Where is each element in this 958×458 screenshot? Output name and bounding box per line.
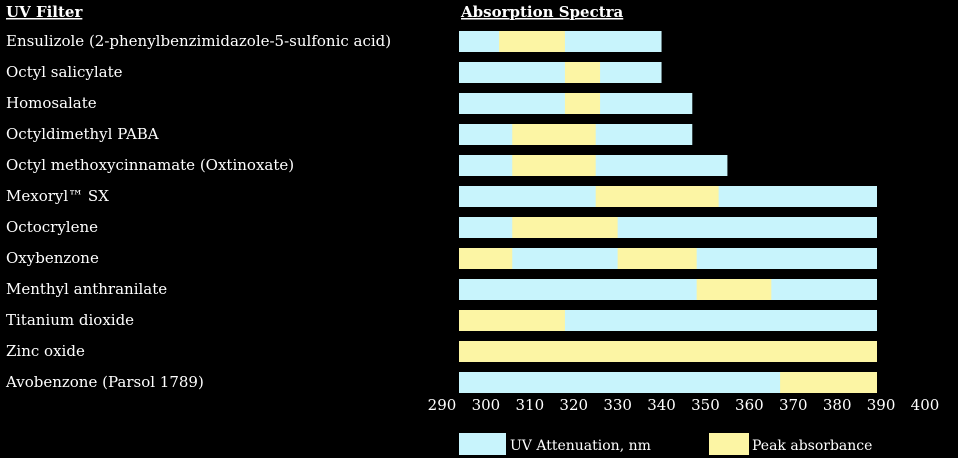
peak-absorbance-bar [564,62,601,83]
peak-absorbance-bar [459,310,565,331]
row-4: Octyl methoxycinnamate (Oxtinoxate) [6,155,728,176]
x-tick-label: 340 [647,396,676,414]
peak-absorbance-bar [512,124,596,145]
row-3: Octyldimethyl PABA [6,124,693,145]
legend-attenuation-swatch [459,433,506,455]
row-0: Ensulizole (2-phenylbenzimidazole-5-sulf… [6,31,662,52]
filter-label: Octyl methoxycinnamate (Oxtinoxate) [6,156,294,174]
peak-absorbance-bar [512,217,618,238]
filter-label: Homosalate [6,94,97,112]
filter-label: Octyl salicylate [6,63,123,81]
filter-label: Menthyl anthranilate [6,280,167,298]
row-5: Mexoryl™ SX [6,186,877,207]
x-tick-label: 310 [515,396,544,414]
row-1: Octyl salicylate [6,62,662,83]
x-tick-label: 300 [472,396,501,414]
uv-filter-header: UV Filter [6,3,83,21]
filter-label: Avobenzone (Parsol 1789) [5,373,204,391]
peak-absorbance-bar [780,372,877,393]
filter-label: Ensulizole (2-phenylbenzimidazole-5-sulf… [6,32,391,50]
row-8: Menthyl anthranilate [6,279,877,300]
filter-label: Octocrylene [6,218,98,236]
x-tick-label: 330 [603,396,632,414]
peak-absorbance-bar [512,155,596,176]
peak-absorbance-bar [617,248,697,269]
filter-label: Octyldimethyl PABA [6,125,159,143]
x-tick-label: 320 [559,396,588,414]
row-7: Oxybenzone [6,248,877,269]
peak-absorbance-bar [459,248,513,269]
x-tick-label: 390 [867,396,896,414]
x-tick-label: 400 [911,396,940,414]
absorption-spectra-header: Absorption Spectra [460,3,624,21]
peak-absorbance-bar [696,279,772,300]
x-tick-label: 370 [779,396,808,414]
x-tick-label: 380 [823,396,852,414]
peak-absorbance-bar [499,31,565,52]
x-tick-label: 350 [691,396,720,414]
filter-label: Zinc oxide [6,342,85,360]
attenuation-bar [459,279,877,300]
row-2: Homosalate [6,93,693,114]
filter-label: Titanium dioxide [6,311,134,329]
rows-layer: Ensulizole (2-phenylbenzimidazole-5-sulf… [5,31,877,393]
attenuation-bar [459,62,662,83]
legend-attenuation-label: UV Attenuation, nm [510,438,651,454]
peak-absorbance-bar [595,186,719,207]
x-tick-label: 360 [735,396,764,414]
attenuation-bar [459,372,877,393]
x-tick-label: 290 [428,396,457,414]
row-11: Avobenzone (Parsol 1789) [5,372,877,393]
row-9: Titanium dioxide [6,310,877,331]
filter-label: Oxybenzone [6,249,99,267]
peak-absorbance-bar [564,93,601,114]
legend-peak-label: Peak absorbance [752,438,872,454]
peak-absorbance-bar [459,341,877,362]
legend: UV Attenuation, nm Peak absorbance [459,433,872,455]
row-10: Zinc oxide [6,341,877,362]
x-axis-ticks: 290 300 310 320 330 340 350 360 370 380 390 400 [428,396,940,414]
legend-peak-swatch [709,433,749,455]
row-6: Octocrylene [6,217,877,238]
filter-label: Mexoryl™ SX [6,187,109,205]
